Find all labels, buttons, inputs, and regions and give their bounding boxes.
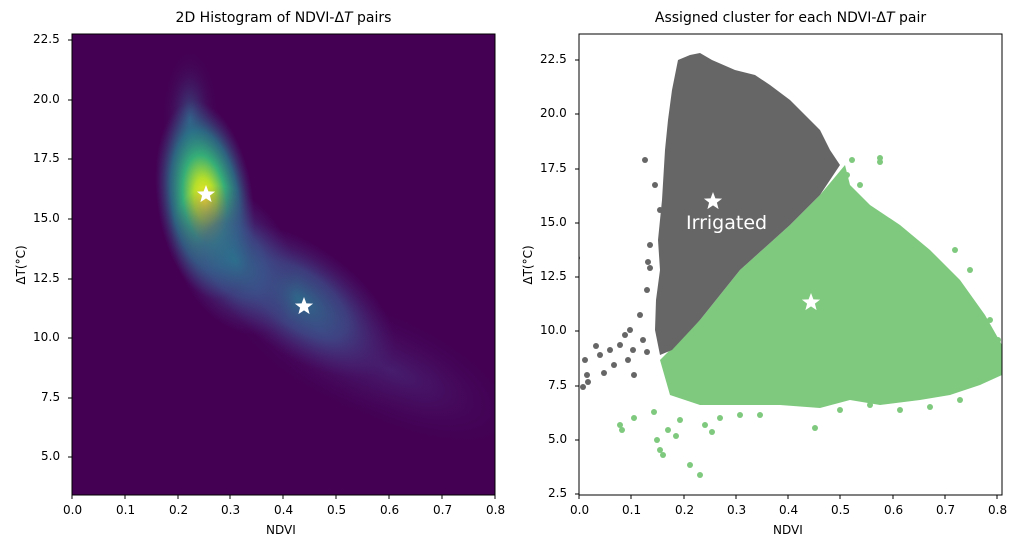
right-centroid-star-1 (703, 192, 723, 210)
xtick-label: 0.1 (116, 503, 136, 517)
ytick-label: 17.5 (33, 151, 60, 165)
irrigated-annotation: Irrigated (686, 212, 768, 234)
xtick-label: 0.7 (936, 503, 956, 517)
xtick-label: 0.5 (327, 503, 347, 517)
xtick-label: 0.1 (622, 503, 642, 517)
xtick-label: 0.3 (727, 503, 747, 517)
left-x-axis-label: NDVI (266, 523, 296, 537)
ytick-label: 7.5 (41, 390, 61, 404)
ytick-label: 20.0 (33, 92, 60, 106)
ytick-label: 15.0 (540, 215, 567, 229)
xtick-label: 0.6 (380, 503, 400, 517)
xtick-label: 0.4 (779, 503, 799, 517)
cluster-green (660, 165, 1002, 408)
right-y-axis-label: ΔT(°C) (521, 245, 535, 285)
ytick-label: 5.0 (41, 449, 61, 463)
xtick-label: 0.0 (63, 503, 83, 517)
xtick-label: 0.4 (274, 503, 294, 517)
cluster-irrigated (655, 53, 840, 355)
ytick-label: 10.0 (33, 330, 60, 344)
ytick-label: 12.5 (33, 271, 60, 285)
ytick-label: 15.0 (33, 211, 60, 225)
scatter-points (579, 53, 1002, 478)
ytick-label: 2.5 (548, 486, 568, 500)
xtick-label: 0.8 (988, 503, 1008, 517)
ytick-label: 7.5 (548, 378, 568, 392)
ytick-label: 17.5 (540, 161, 567, 175)
xtick-label: 0.8 (486, 503, 506, 517)
ytick-label: 22.5 (540, 52, 567, 66)
xtick-label: 0.5 (831, 503, 851, 517)
right-x-axis-label: NDVI (773, 523, 803, 537)
right-chart-title: Assigned cluster for each NDVI-ΔT pair (654, 10, 927, 26)
ytick-label: 10.0 (540, 323, 567, 337)
xtick-label: 0.2 (169, 503, 189, 517)
xtick-label: 0.7 (433, 503, 453, 517)
xtick-label: 0.0 (570, 503, 590, 517)
ytick-label: 20.0 (540, 106, 567, 120)
xtick-label: 0.2 (675, 503, 695, 517)
ytick-label: 5.0 (548, 432, 568, 446)
left-y-axis-label: ΔT(°C) (14, 245, 28, 285)
left-chart-title: 2D Histogram of NDVI-ΔT pairs (175, 10, 392, 26)
heatmap-density (155, 50, 495, 448)
right-axes-frame (578, 33, 1003, 496)
ytick-label: 22.5 (33, 32, 60, 46)
xtick-label: 0.3 (221, 503, 241, 517)
left-centroid-star-2 (294, 297, 314, 315)
xtick-label: 0.6 (884, 503, 904, 517)
right-centroid-star-2 (801, 293, 821, 311)
left-centroid-star-1 (196, 185, 216, 203)
ytick-label: 12.5 (540, 269, 567, 283)
